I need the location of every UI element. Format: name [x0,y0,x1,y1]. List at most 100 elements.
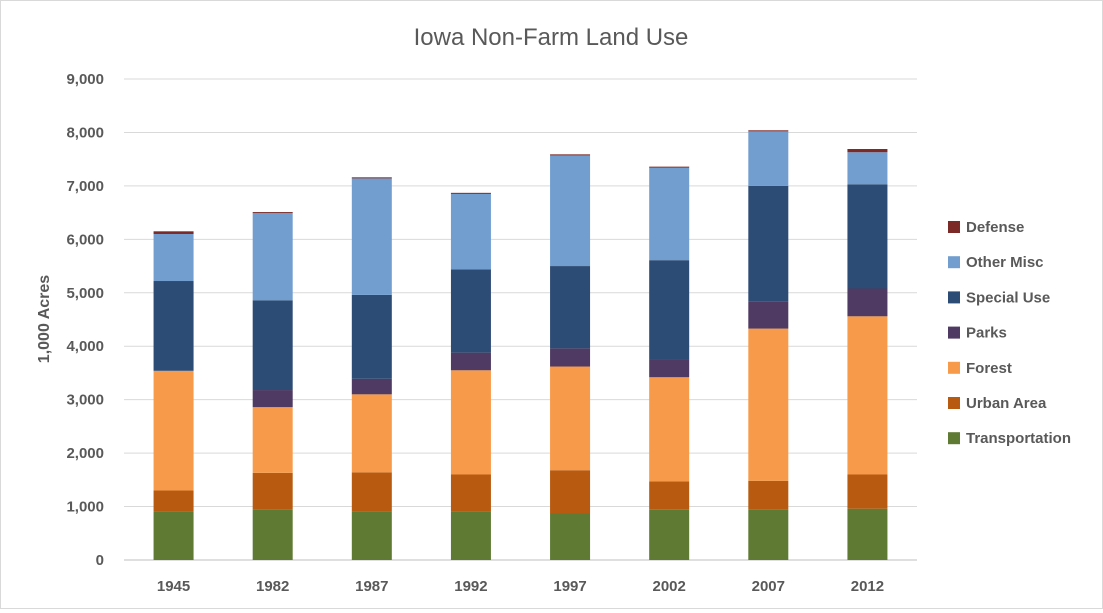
legend-label: Defense [966,219,1024,236]
bar-segment-special-use [153,281,194,371]
x-tick-label: 2012 [851,578,884,595]
bar-segment-urban-area [252,472,293,510]
bar-segment-transportation [748,509,789,560]
bar-segment-forest [153,370,194,491]
bar-segment-other-misc [748,131,789,186]
x-tick-label: 1992 [454,578,487,595]
legend-item: Other Misc [948,254,1044,271]
y-tick-label: 4,000 [66,338,104,355]
legend-label: Urban Area [966,395,1047,412]
bar-segment-parks [649,359,690,378]
legend-swatch [948,361,960,374]
bar-segment-forest [252,407,293,473]
y-tick-label: 0 [96,552,104,569]
legend-label: Special Use [966,289,1050,306]
bar-segment-special-use [450,269,491,353]
bar-segment-other-misc [847,152,888,185]
bar-segment-forest [550,366,591,471]
gridlines [124,78,917,561]
y-axis-label: 1,000 Acres [36,275,53,363]
bars [153,130,888,560]
bar-segment-urban-area [351,472,392,512]
bar-segment-urban-area [847,474,888,509]
y-axis-ticks: 0 1,000 2,000 3,000 4,000 5,000 6,000 7,000 8,00… [66,71,104,569]
bar-segment-parks [847,288,888,317]
bar-segment-urban-area [748,480,789,510]
legend-swatch [948,221,960,233]
legend-item: Forest [948,360,1012,377]
bar-segment-defense [252,212,293,214]
legend-label: Transportation [966,430,1071,447]
bar-segment-other-misc [153,233,194,282]
legend: Defense Other Misc Special Use Parks Forest U… [948,219,1071,447]
bar-stack-1982 [252,212,293,560]
bar-segment-forest [748,328,789,481]
bar-segment-transportation [649,509,690,560]
x-tick-label: 2002 [653,578,686,595]
bar-segment-defense [153,231,194,234]
legend-item: Defense [948,219,1024,236]
bar-segment-transportation [351,511,392,560]
y-tick-label: 8,000 [66,124,104,141]
bar-segment-special-use [252,300,293,391]
x-tick-label: 1987 [355,578,388,595]
y-tick-label: 7,000 [66,178,104,195]
bar-segment-other-misc [252,213,293,301]
bar-segment-transportation [847,508,888,560]
legend-swatch [948,291,960,304]
y-tick-label: 1,000 [66,499,104,516]
legend-item: Transportation [948,430,1071,447]
bar-segment-parks [450,352,491,371]
legend-swatch [948,432,960,445]
bar-segment-urban-area [550,470,591,514]
x-tick-label: 1997 [553,578,586,595]
legend-item: Special Use [948,289,1050,306]
bar-stack-1945 [153,231,194,560]
bar-segment-other-misc [649,167,690,261]
bar-segment-special-use [550,266,591,349]
bar-stack-1997 [550,154,591,560]
bar-segment-other-misc [550,155,591,267]
bar-segment-defense [649,166,690,168]
y-tick-label: 5,000 [66,285,104,302]
bar-stack-1987 [351,177,392,560]
legend-item: Parks [948,325,1007,342]
bar-stack-1992 [450,192,491,560]
bar-segment-urban-area [450,474,491,512]
bar-segment-forest [847,316,888,475]
bar-segment-transportation [450,511,491,560]
bar-segment-transportation [252,509,293,560]
bar-segment-defense [847,149,888,153]
bar-segment-special-use [649,260,690,360]
bar-stack-2002 [649,166,690,560]
x-tick-label: 2007 [752,578,785,595]
bar-segment-forest [649,377,690,482]
y-tick-label: 3,000 [66,392,104,409]
bar-segment-parks [252,390,293,408]
bar-segment-forest [450,370,491,475]
bar-segment-transportation [550,513,591,560]
x-tick-label: 1945 [157,578,190,595]
bar-segment-other-misc [450,193,491,270]
bar-segment-defense [450,192,491,194]
bar-segment-special-use [351,294,392,379]
legend-swatch [948,256,960,269]
legend-swatch [948,326,960,339]
legend-label: Forest [966,360,1012,377]
bar-segment-defense [748,130,789,132]
y-tick-label: 6,000 [66,231,104,248]
bar-segment-defense [351,177,392,179]
bar-stack-2007 [748,130,789,560]
legend-item: Urban Area [948,395,1047,412]
bar-stack-2012 [847,149,888,560]
bar-segment-other-misc [351,178,392,295]
y-tick-label: 9,000 [66,71,104,88]
legend-label: Other Misc [966,254,1044,271]
bar-segment-transportation [153,511,194,560]
x-axis-ticks: 1945 1982 1987 1992 1997 2002 2007 2012 [157,578,884,595]
x-tick-label: 1982 [256,578,289,595]
bar-segment-special-use [748,185,789,302]
bar-segment-special-use [847,184,888,289]
